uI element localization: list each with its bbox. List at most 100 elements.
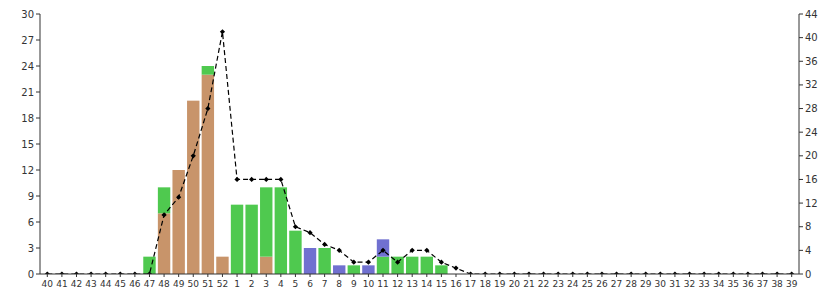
line-marker <box>395 260 400 265</box>
x-tick-label: 8 <box>336 279 342 289</box>
x-tick <box>251 274 252 277</box>
x-tick <box>193 274 194 277</box>
bar-segment <box>158 187 170 188</box>
x-tick <box>762 274 763 277</box>
bar-segment <box>391 256 403 257</box>
x-tick-label: 13 <box>406 279 417 289</box>
bar-segment <box>421 256 433 257</box>
x-tick-label: 36 <box>742 279 754 289</box>
x-tick <box>601 274 602 277</box>
x-tick <box>76 274 77 277</box>
x-tick-label: 47 <box>144 279 155 289</box>
y-tick-label: 24 <box>21 61 34 72</box>
y-tick-label: 15 <box>21 139 34 150</box>
x-tick-label: 15 <box>436 279 447 289</box>
x-tick-label: 35 <box>728 279 739 289</box>
x-tick <box>455 274 456 277</box>
y-tick-label: 9 <box>28 191 34 202</box>
y-tick <box>36 170 40 171</box>
bar-segment <box>172 170 184 171</box>
y-tick <box>36 274 40 275</box>
x-tick-label: 44 <box>100 279 112 289</box>
line-marker <box>380 248 385 253</box>
bar-segment <box>260 187 272 256</box>
line-marker <box>307 230 312 235</box>
x-tick-label: 19 <box>494 279 506 289</box>
x-tick <box>310 274 311 277</box>
x-tick <box>134 274 135 277</box>
y-tick-label: 12 <box>21 165 34 176</box>
x-tick <box>441 274 442 277</box>
x-tick-label: 1 <box>234 279 240 289</box>
y-tick-label: 6 <box>28 217 34 228</box>
y2-tick-label: 36 <box>805 56 818 67</box>
x-tick-label: 21 <box>523 279 534 289</box>
x-tick <box>105 274 106 277</box>
x-tick-label: 32 <box>684 279 695 289</box>
y-tick-label: 0 <box>28 269 34 280</box>
line-marker <box>424 248 429 253</box>
bar-segment <box>333 265 345 274</box>
bar-segment <box>231 204 243 205</box>
x-tick <box>528 274 529 277</box>
y-tick <box>36 248 40 249</box>
x-tick-label: 42 <box>71 279 82 289</box>
bar-segment <box>406 256 418 257</box>
y2-tick-label: 4 <box>805 245 811 256</box>
x-tick <box>587 274 588 277</box>
x-tick <box>47 274 48 277</box>
x-tick-label: 14 <box>421 279 433 289</box>
x-tick-label: 31 <box>669 279 680 289</box>
y2-tick <box>799 132 803 133</box>
x-tick-label: 27 <box>611 279 622 289</box>
x-tick-label: 22 <box>538 279 549 289</box>
bar-segment <box>435 265 447 274</box>
line-marker <box>453 265 458 270</box>
bar-segment <box>289 231 301 274</box>
line-marker <box>161 212 166 217</box>
bar-segment <box>231 205 243 274</box>
x-tick-label: 2 <box>249 279 255 289</box>
x-tick <box>777 274 778 277</box>
bar-segment <box>348 265 360 266</box>
x-tick <box>543 274 544 277</box>
x-tick-label: 10 <box>363 279 375 289</box>
x-tick-label: 17 <box>465 279 476 289</box>
x-tick-label: 9 <box>351 279 357 289</box>
bar-segment <box>289 230 301 231</box>
bar-segment <box>275 187 287 188</box>
x-tick-label: 23 <box>552 279 563 289</box>
x-tick <box>61 274 62 277</box>
x-tick <box>295 274 296 277</box>
bar-segment <box>245 204 257 205</box>
x-tick-label: 50 <box>188 279 200 289</box>
y2-tick <box>799 61 803 62</box>
y2-tick <box>799 203 803 204</box>
bar-segment <box>216 256 228 257</box>
x-tick-label: 12 <box>392 279 403 289</box>
bar-segment <box>216 257 228 274</box>
x-tick <box>747 274 748 277</box>
x-tick-label: 43 <box>85 279 96 289</box>
line-marker <box>322 242 327 247</box>
y2-tick <box>799 84 803 85</box>
chart: 4041424344454647484950515212345678910111… <box>0 0 839 300</box>
line-marker <box>410 248 415 253</box>
x-tick-label: 37 <box>757 279 768 289</box>
x-tick-label: 38 <box>771 279 783 289</box>
bar-segment <box>377 257 389 274</box>
x-tick <box>266 274 267 277</box>
x-tick-label: 48 <box>158 279 170 289</box>
x-tick <box>470 274 471 277</box>
x-tick-label: 45 <box>115 279 126 289</box>
x-tick <box>324 274 325 277</box>
bar-segment <box>202 66 214 75</box>
y2-tick-label: 16 <box>805 174 818 185</box>
x-tick <box>558 274 559 277</box>
y-tick <box>36 66 40 67</box>
x-tick-label: 33 <box>698 279 709 289</box>
bar-segment <box>245 205 257 274</box>
bar-segment <box>348 265 360 274</box>
bar-segment <box>187 100 199 101</box>
x-tick-label: 11 <box>377 279 388 289</box>
